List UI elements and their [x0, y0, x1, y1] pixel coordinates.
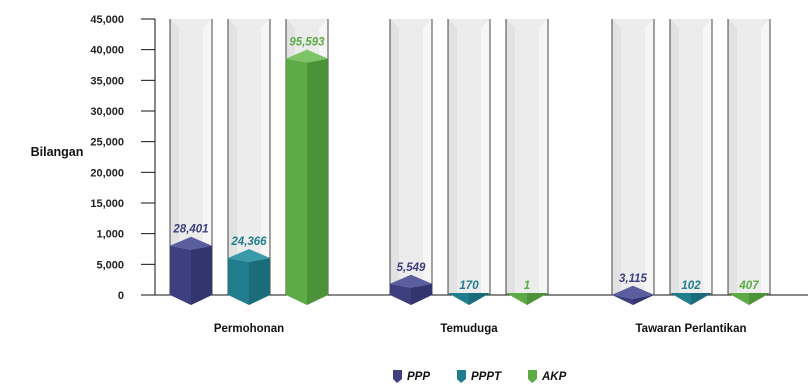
legend-swatch — [393, 370, 402, 383]
bar-background-face — [448, 19, 457, 295]
bar-background-face — [203, 19, 212, 295]
legend-swatch — [457, 370, 466, 383]
y-tick-label: 1,000 — [96, 229, 124, 241]
bar-background-face — [506, 19, 515, 295]
data-bar-side — [527, 293, 548, 305]
legend-label: PPP — [407, 371, 430, 383]
data-bar-top — [170, 236, 212, 250]
bar-background-face — [728, 19, 737, 295]
data-label: 95,593 — [289, 37, 325, 49]
y-tick-label: 45,000 — [90, 14, 124, 26]
y-tick-label: 35,000 — [90, 75, 124, 87]
legend-label: PPPT — [471, 371, 502, 383]
data-bar-side — [633, 294, 654, 305]
bar-background-face — [539, 19, 548, 295]
data-bar-side — [469, 293, 490, 305]
data-bar-top — [390, 274, 432, 288]
bar-background-face — [481, 19, 490, 295]
data-bar-top — [228, 249, 270, 262]
y-tick-label: 5,000 — [96, 259, 124, 271]
data-label: 3,115 — [619, 273, 648, 285]
data-bar-top — [612, 285, 654, 299]
category-label: Permohonan — [214, 323, 284, 335]
bar-backgrounds — [169, 19, 771, 295]
bar-background-face — [670, 19, 679, 295]
data-label: 407 — [738, 280, 759, 292]
bar-background-face — [645, 19, 654, 295]
bar-background-face — [261, 19, 270, 295]
bars — [170, 49, 770, 305]
data-bar-side — [749, 293, 770, 305]
category-label: Tawaran Perlantikan — [636, 323, 747, 335]
y-tick-label: 25,000 — [90, 137, 124, 149]
data-bar-top — [286, 49, 328, 63]
y-tick-label: 0 — [118, 290, 124, 302]
category-label: Temuduga — [440, 323, 498, 335]
legend-label: AKP — [541, 371, 567, 383]
y-axis-label: Bilangan — [31, 145, 84, 159]
bar-background-face — [170, 19, 179, 295]
y-tick-label: 15,000 — [90, 198, 124, 210]
data-label: 28,401 — [172, 224, 208, 236]
y-tick-label: 40,000 — [90, 45, 124, 57]
data-label: 102 — [681, 280, 701, 292]
data-label: 24,366 — [230, 236, 267, 248]
data-labels: Permohonan Temuduga Tawaran Perlantikan 28,… — [172, 37, 759, 335]
data-bar-side — [691, 293, 712, 305]
data-label: 5,549 — [397, 262, 426, 274]
bar-background-face — [612, 19, 621, 295]
bar-background-face — [703, 19, 712, 295]
bar-background-face — [390, 19, 399, 295]
data-bar-side — [307, 58, 328, 305]
data-label: 170 — [459, 280, 479, 292]
bar-background-face — [761, 19, 770, 295]
data-bar-side — [411, 283, 432, 305]
y-tick-label: 20,000 — [90, 167, 124, 179]
bar-background-face — [228, 19, 237, 295]
legend: PPP PPPT AKP — [393, 370, 567, 383]
data-bar-side — [191, 245, 212, 305]
bar-background-face — [423, 19, 432, 295]
data-bar-side — [249, 258, 270, 305]
legend-swatch — [528, 370, 537, 383]
data-label: 1 — [524, 280, 530, 292]
y-tick-label: 30,000 — [90, 106, 124, 118]
